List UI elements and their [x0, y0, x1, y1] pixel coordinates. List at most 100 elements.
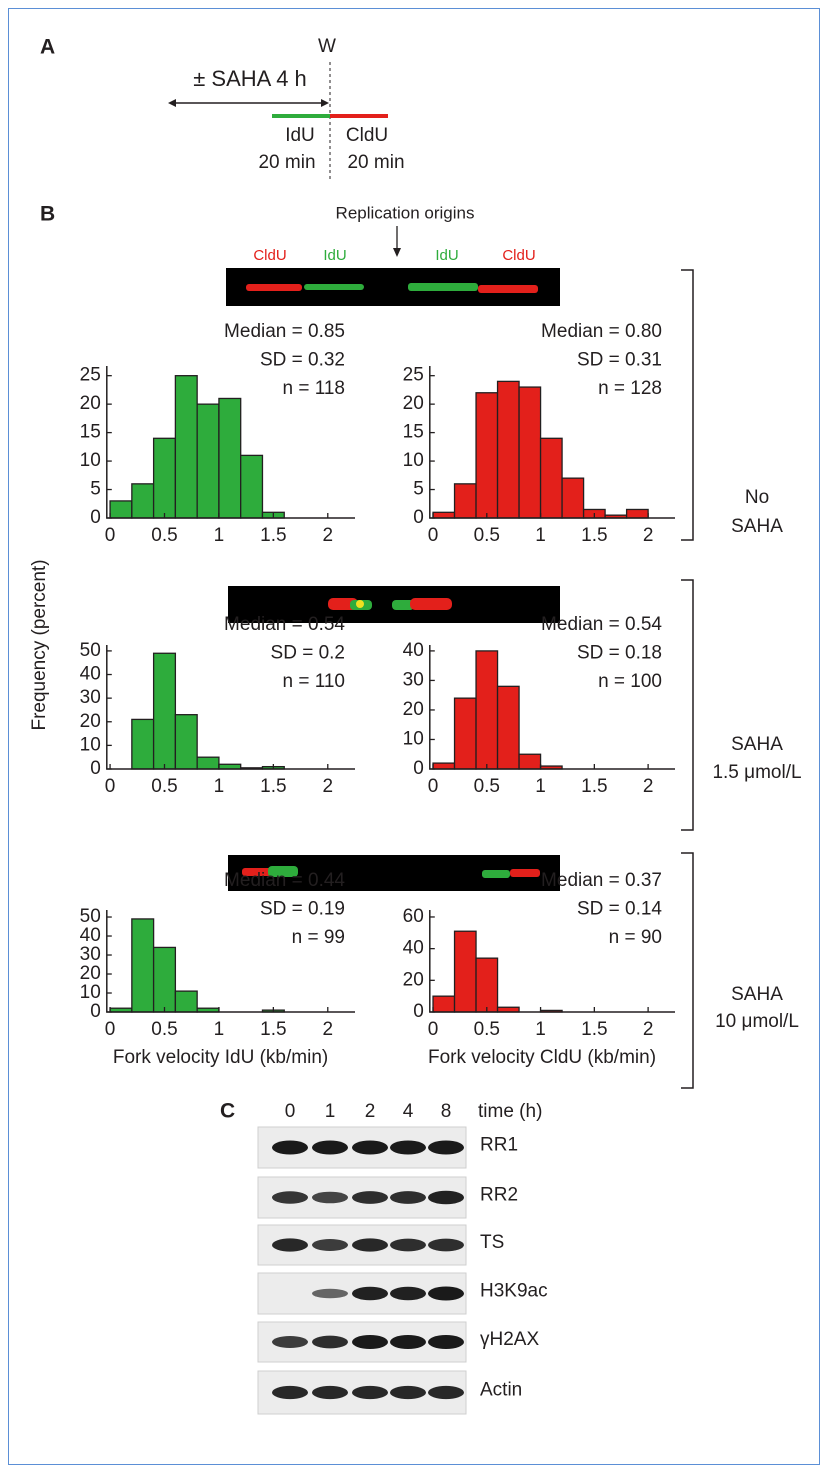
protein-label: H3K9ac [480, 1281, 548, 1302]
bar [455, 484, 477, 518]
band [352, 1191, 388, 1204]
bar [241, 455, 263, 518]
row-label: SAHA [731, 734, 783, 755]
bar [154, 438, 176, 518]
x-tick-label: 0.5 [151, 525, 177, 546]
annotation: n = 100 [598, 671, 662, 692]
x-tick-label: 1 [535, 776, 546, 797]
annotation: SD = 0.18 [577, 643, 662, 664]
x-tick-label: 1.5 [260, 776, 286, 797]
x-tick-label: 1.5 [260, 525, 286, 546]
y-tick-label: 0 [413, 507, 424, 528]
row-label: 10 μmol/L [715, 1011, 799, 1032]
x-tick-label: 1.5 [581, 1019, 607, 1040]
band [390, 1239, 426, 1252]
annotation: Median = 0.54 [224, 614, 345, 635]
row-bracket [681, 270, 693, 540]
bar [132, 719, 154, 769]
wash-label: W [318, 36, 336, 57]
bar [498, 686, 520, 769]
bar [110, 501, 132, 518]
annotation: Median = 0.54 [541, 614, 662, 635]
annotation: Median = 0.44 [224, 870, 345, 891]
annotation: Median = 0.80 [541, 321, 662, 342]
y-tick-label: 5 [90, 479, 101, 500]
annotation: n = 118 [282, 378, 345, 399]
fiber-track [246, 284, 302, 291]
fiber-track [510, 869, 540, 877]
x-tick-label: 1 [535, 525, 546, 546]
protein-label: Actin [480, 1380, 522, 1401]
x-tick-label: 2 [643, 1019, 654, 1040]
band [272, 1191, 308, 1203]
x-tick-label: 0.5 [474, 1019, 500, 1040]
y-tick-label: 10 [403, 728, 424, 749]
y-tick-label: 60 [403, 906, 424, 927]
y-tick-label: 10 [403, 450, 424, 471]
band [352, 1238, 388, 1251]
y-tick-label: 40 [80, 664, 101, 685]
panel-c: C 0 1 2 4 8 time (h) RR1RR2TSH3K9acγH2AX… [220, 1100, 548, 1414]
y-tick-label: 10 [80, 982, 101, 1003]
band [352, 1141, 388, 1155]
y-tick-label: 15 [403, 422, 424, 443]
x-tick-label: 2 [643, 776, 654, 797]
band [352, 1335, 388, 1349]
band [272, 1386, 308, 1399]
y-tick-label: 0 [413, 758, 424, 779]
annotation: SD = 0.32 [260, 350, 345, 371]
fiber-label: IdU [435, 247, 458, 264]
y-tick-label: 30 [80, 687, 101, 708]
band [390, 1386, 426, 1399]
x-tick-label: 1.5 [581, 776, 607, 797]
x-tick-label: 0.5 [151, 1019, 177, 1040]
bar [433, 996, 455, 1012]
y-tick-label: 20 [403, 969, 424, 990]
y-tick-label: 15 [80, 422, 101, 443]
band [272, 1141, 308, 1155]
bar [175, 715, 197, 769]
band [428, 1239, 464, 1252]
y-tick-label: 40 [403, 640, 424, 661]
bar [476, 958, 498, 1012]
pulse-label: CldU [346, 125, 388, 146]
bar [197, 404, 219, 518]
x-tick-label: 0 [428, 776, 439, 797]
annotation: SD = 0.2 [271, 643, 345, 664]
x-tick-label: 0 [105, 776, 116, 797]
band [312, 1386, 348, 1399]
x-axis-label: Fork velocity IdU (kb/min) [113, 1047, 328, 1068]
fiber-track [356, 600, 364, 608]
pulse-time: 20 min [258, 152, 315, 173]
y-tick-label: 50 [80, 906, 101, 927]
band [428, 1386, 464, 1399]
band [272, 1336, 308, 1348]
row-bracket [681, 580, 693, 830]
annotation: Median = 0.37 [541, 870, 662, 891]
x-tick-label: 0.5 [474, 776, 500, 797]
x-tick-label: 2 [322, 1019, 333, 1040]
band [312, 1239, 348, 1251]
lane-title: time (h) [478, 1101, 542, 1122]
treatment-label: ± SAHA 4 h [193, 66, 307, 91]
x-tick-label: 2 [322, 525, 333, 546]
bar [541, 438, 563, 518]
annotation: n = 110 [282, 671, 345, 692]
arrowhead [393, 248, 401, 257]
fiber-label: IdU [323, 247, 346, 264]
y-tick-label: 10 [80, 450, 101, 471]
fiber-label: CldU [253, 247, 286, 264]
x-tick-label: 0.5 [151, 776, 177, 797]
pulse-time: 20 min [347, 152, 404, 173]
x-tick-label: 1 [214, 1019, 225, 1040]
row-label: SAHA [731, 516, 783, 537]
bar [627, 509, 649, 518]
fiber-track [482, 870, 510, 878]
y-tick-label: 20 [403, 699, 424, 720]
bar [132, 484, 154, 518]
bar [455, 698, 477, 769]
x-tick-label: 1.5 [581, 525, 607, 546]
x-tick-label: 0 [428, 1019, 439, 1040]
protein-label: RR1 [480, 1135, 518, 1156]
fiber-track [304, 284, 364, 290]
